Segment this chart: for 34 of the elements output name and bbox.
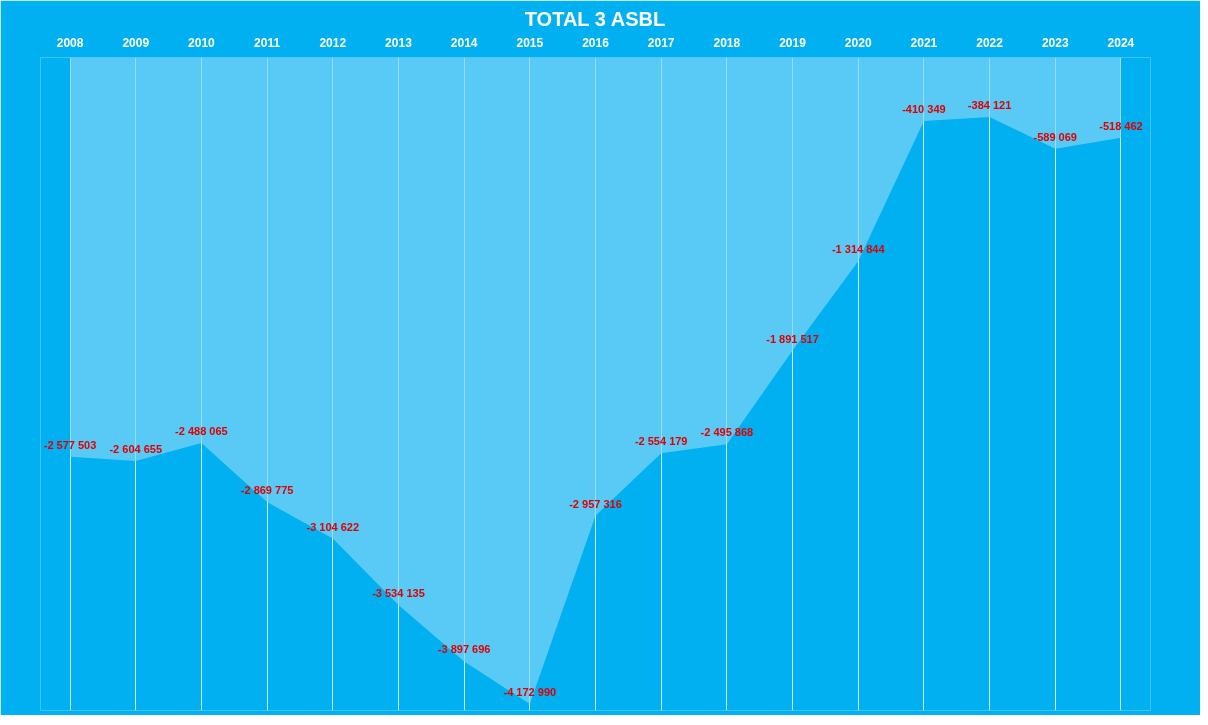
chart-title: TOTAL 3 ASBL — [524, 7, 666, 30]
data-label: -3 534 135 — [372, 587, 425, 600]
x-tick-label: 2012 — [319, 35, 347, 50]
data-label: -2 488 065 — [175, 424, 228, 437]
x-tick-label: 2013 — [385, 35, 413, 50]
data-label: -1 891 517 — [766, 332, 819, 345]
data-label: -2 869 775 — [240, 484, 294, 497]
x-tick-label: 2024 — [1107, 35, 1135, 50]
x-tick-label: 2016 — [582, 35, 610, 50]
x-tick-label: 2014 — [450, 35, 478, 50]
data-label: -2 957 316 — [569, 497, 622, 510]
data-label: -3 104 622 — [306, 520, 360, 533]
data-label: -2 554 179 — [634, 435, 688, 448]
data-label: -589 069 — [1033, 130, 1077, 143]
data-label: -4 172 990 — [503, 686, 557, 699]
data-label: -3 897 696 — [437, 643, 491, 656]
x-tick-label: 2011 — [254, 35, 281, 50]
x-tick-label: 2020 — [844, 35, 872, 50]
x-tick-label: 2008 — [56, 35, 84, 50]
x-tick-label: 2022 — [976, 35, 1004, 50]
data-label: -410 349 — [902, 103, 946, 116]
data-label: -2 604 655 — [109, 443, 163, 456]
x-tick-label: 2023 — [1041, 35, 1069, 50]
x-tick-label: 2019 — [779, 35, 807, 50]
data-label: -2 495 868 — [700, 426, 754, 439]
data-label: -384 121 — [967, 99, 1012, 112]
x-tick-label: 2009 — [122, 35, 150, 50]
data-label: -1 314 844 — [831, 243, 886, 256]
x-tick-label: 2021 — [910, 35, 938, 50]
x-tick-label: 2018 — [713, 35, 741, 50]
x-tick-label: 2017 — [647, 35, 675, 50]
data-label: -518 462 — [1099, 119, 1143, 132]
x-tick-label: 2010 — [188, 35, 216, 50]
x-tick-label: 2015 — [516, 35, 544, 50]
